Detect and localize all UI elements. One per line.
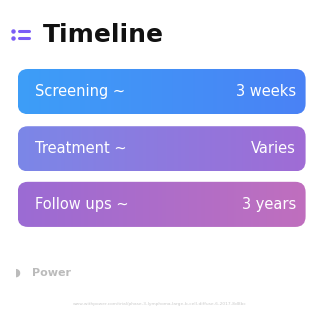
Text: www.withpower.com/trial/phase-3-lymphoma-large-b-cell-diffuse-6-2017-8d8bc: www.withpower.com/trial/phase-3-lymphoma… (73, 302, 247, 306)
Text: Treatment ~: Treatment ~ (35, 141, 127, 156)
Text: Screening ~: Screening ~ (35, 84, 125, 99)
Text: Varies: Varies (251, 141, 296, 156)
Text: Timeline: Timeline (43, 23, 164, 47)
Text: Power: Power (32, 268, 71, 278)
Text: 3 years: 3 years (242, 197, 296, 212)
Text: Follow ups ~: Follow ups ~ (35, 197, 129, 212)
Text: 3 weeks: 3 weeks (236, 84, 296, 99)
Text: ◗: ◗ (15, 268, 20, 278)
